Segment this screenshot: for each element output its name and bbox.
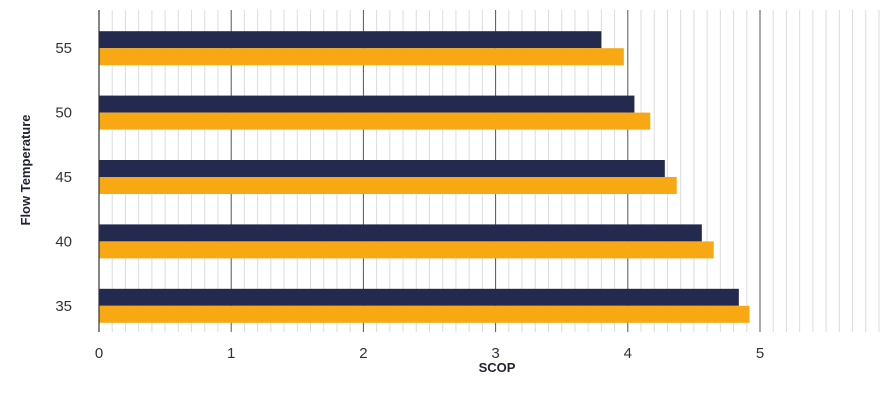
bar-55-series-2 [99, 48, 624, 66]
y-tick-label: 50 [55, 105, 72, 122]
bar-45-series-2 [99, 177, 677, 194]
x-tick-label: 0 [95, 345, 103, 362]
x-tick-label: 1 [227, 345, 235, 362]
y-tick-label: 45 [55, 169, 72, 186]
x-tick-label: 2 [359, 345, 367, 362]
bar-55-series-1 [99, 31, 602, 49]
x-tick-label: 5 [756, 345, 764, 362]
bar-50-series-2 [99, 112, 651, 130]
bar-35-series-2 [99, 305, 750, 323]
bars [99, 31, 750, 323]
x-axis-title: SCOP [479, 360, 516, 375]
y-tick-label: 40 [55, 233, 72, 250]
bar-40-series-2 [99, 241, 714, 259]
y-tick-label: 55 [55, 40, 72, 57]
y-axis-title: Flow Temperature [18, 114, 33, 225]
bar-40-series-1 [99, 224, 702, 242]
x-tick-label: 3 [491, 345, 499, 362]
bar-50-series-1 [99, 95, 635, 113]
y-tick-label: 35 [55, 298, 72, 315]
bar-45-series-1 [99, 160, 665, 177]
bar-35-series-1 [99, 288, 739, 306]
x-tick-label: 4 [624, 345, 632, 362]
